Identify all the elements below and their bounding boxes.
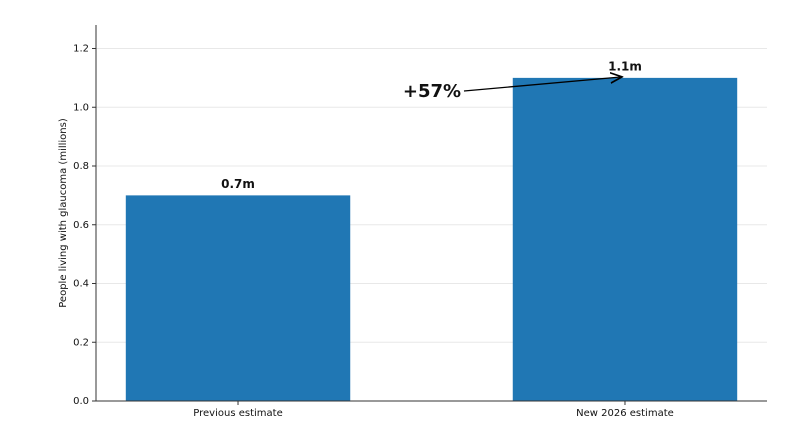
annotation-arrow <box>463 77 622 92</box>
value-label: 0.7m <box>221 177 255 191</box>
y-tick-label: 1.0 <box>73 102 89 113</box>
y-tick-label: 0.2 <box>73 337 89 348</box>
y-tick-label: 0.8 <box>73 161 89 172</box>
x-tick-label: Previous estimate <box>193 408 282 419</box>
annotation: +57% <box>403 81 461 102</box>
bar <box>512 77 738 401</box>
y-tick-label: 0.4 <box>73 279 89 290</box>
y-tick-label: 1.2 <box>73 44 89 55</box>
y-tick-label: 0.6 <box>73 220 89 231</box>
value-label: 1.1m <box>608 59 642 73</box>
x-tick-label: New 2026 estimate <box>576 408 674 419</box>
bar <box>125 195 351 401</box>
y-tick-label: 0.0 <box>73 396 89 407</box>
y-axis-label: People living with glaucoma (millions) <box>58 118 69 308</box>
